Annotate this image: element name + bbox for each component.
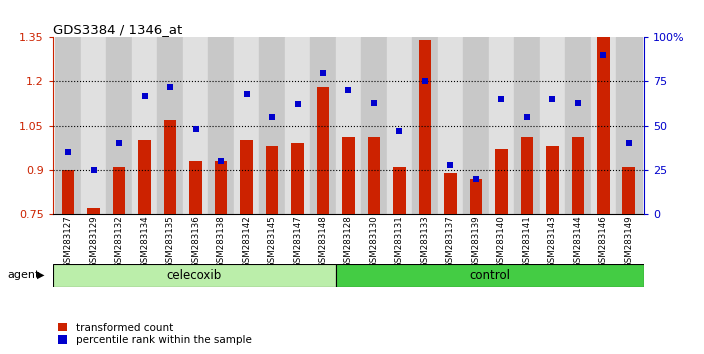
Point [215,158,227,164]
Bar [463,37,489,214]
Bar [240,141,253,214]
Point [394,128,405,134]
Text: control: control [470,269,510,282]
Point [139,93,150,98]
Bar [132,37,157,214]
Bar [336,264,644,287]
Bar [87,208,100,214]
Bar [310,37,336,214]
Bar [259,37,284,214]
Bar [361,37,386,214]
Bar [163,120,177,214]
Text: GDS3384 / 1346_at: GDS3384 / 1346_at [53,23,182,36]
Bar [265,146,278,214]
Point [547,96,558,102]
Bar [495,149,508,214]
Point [113,141,125,146]
Point [521,114,532,120]
Bar [56,37,81,214]
Bar [386,37,413,214]
Bar [419,40,432,214]
Point [343,87,354,93]
Bar [113,167,125,214]
Bar [342,137,355,214]
Text: ▶: ▶ [37,270,45,280]
Bar [138,141,151,214]
Bar [367,137,380,214]
Bar [317,87,329,214]
Bar [106,37,132,214]
Bar [565,37,591,214]
Point [368,100,379,105]
Bar [572,137,584,214]
Bar [413,37,438,214]
Bar [470,179,482,214]
Point [165,84,176,90]
Point [241,91,252,97]
Bar [540,37,565,214]
Bar [53,264,336,287]
Point [318,70,329,75]
Bar [597,37,610,214]
Bar [514,37,540,214]
Bar [291,143,304,214]
Bar [520,137,534,214]
Bar [215,161,227,214]
Bar [157,37,183,214]
Bar [336,37,361,214]
Text: celecoxib: celecoxib [167,269,222,282]
Bar [444,173,457,214]
Bar [622,167,635,214]
Point [598,52,609,58]
Bar [62,170,75,214]
Text: agent: agent [7,270,39,280]
Point [88,167,99,173]
Point [445,162,456,167]
Legend: transformed count, percentile rank within the sample: transformed count, percentile rank withi… [58,322,251,345]
Point [190,126,201,132]
Bar [489,37,514,214]
Bar [234,37,259,214]
Bar [208,37,234,214]
Bar [81,37,106,214]
Point [623,141,634,146]
Point [470,176,482,182]
Bar [284,37,310,214]
Point [63,149,74,155]
Bar [438,37,463,214]
Point [496,96,507,102]
Bar [546,146,559,214]
Point [266,114,277,120]
Point [572,100,584,105]
Bar [616,37,641,214]
Bar [393,167,406,214]
Point [420,79,431,84]
Point [292,102,303,107]
Bar [189,161,202,214]
Bar [591,37,616,214]
Bar [183,37,208,214]
